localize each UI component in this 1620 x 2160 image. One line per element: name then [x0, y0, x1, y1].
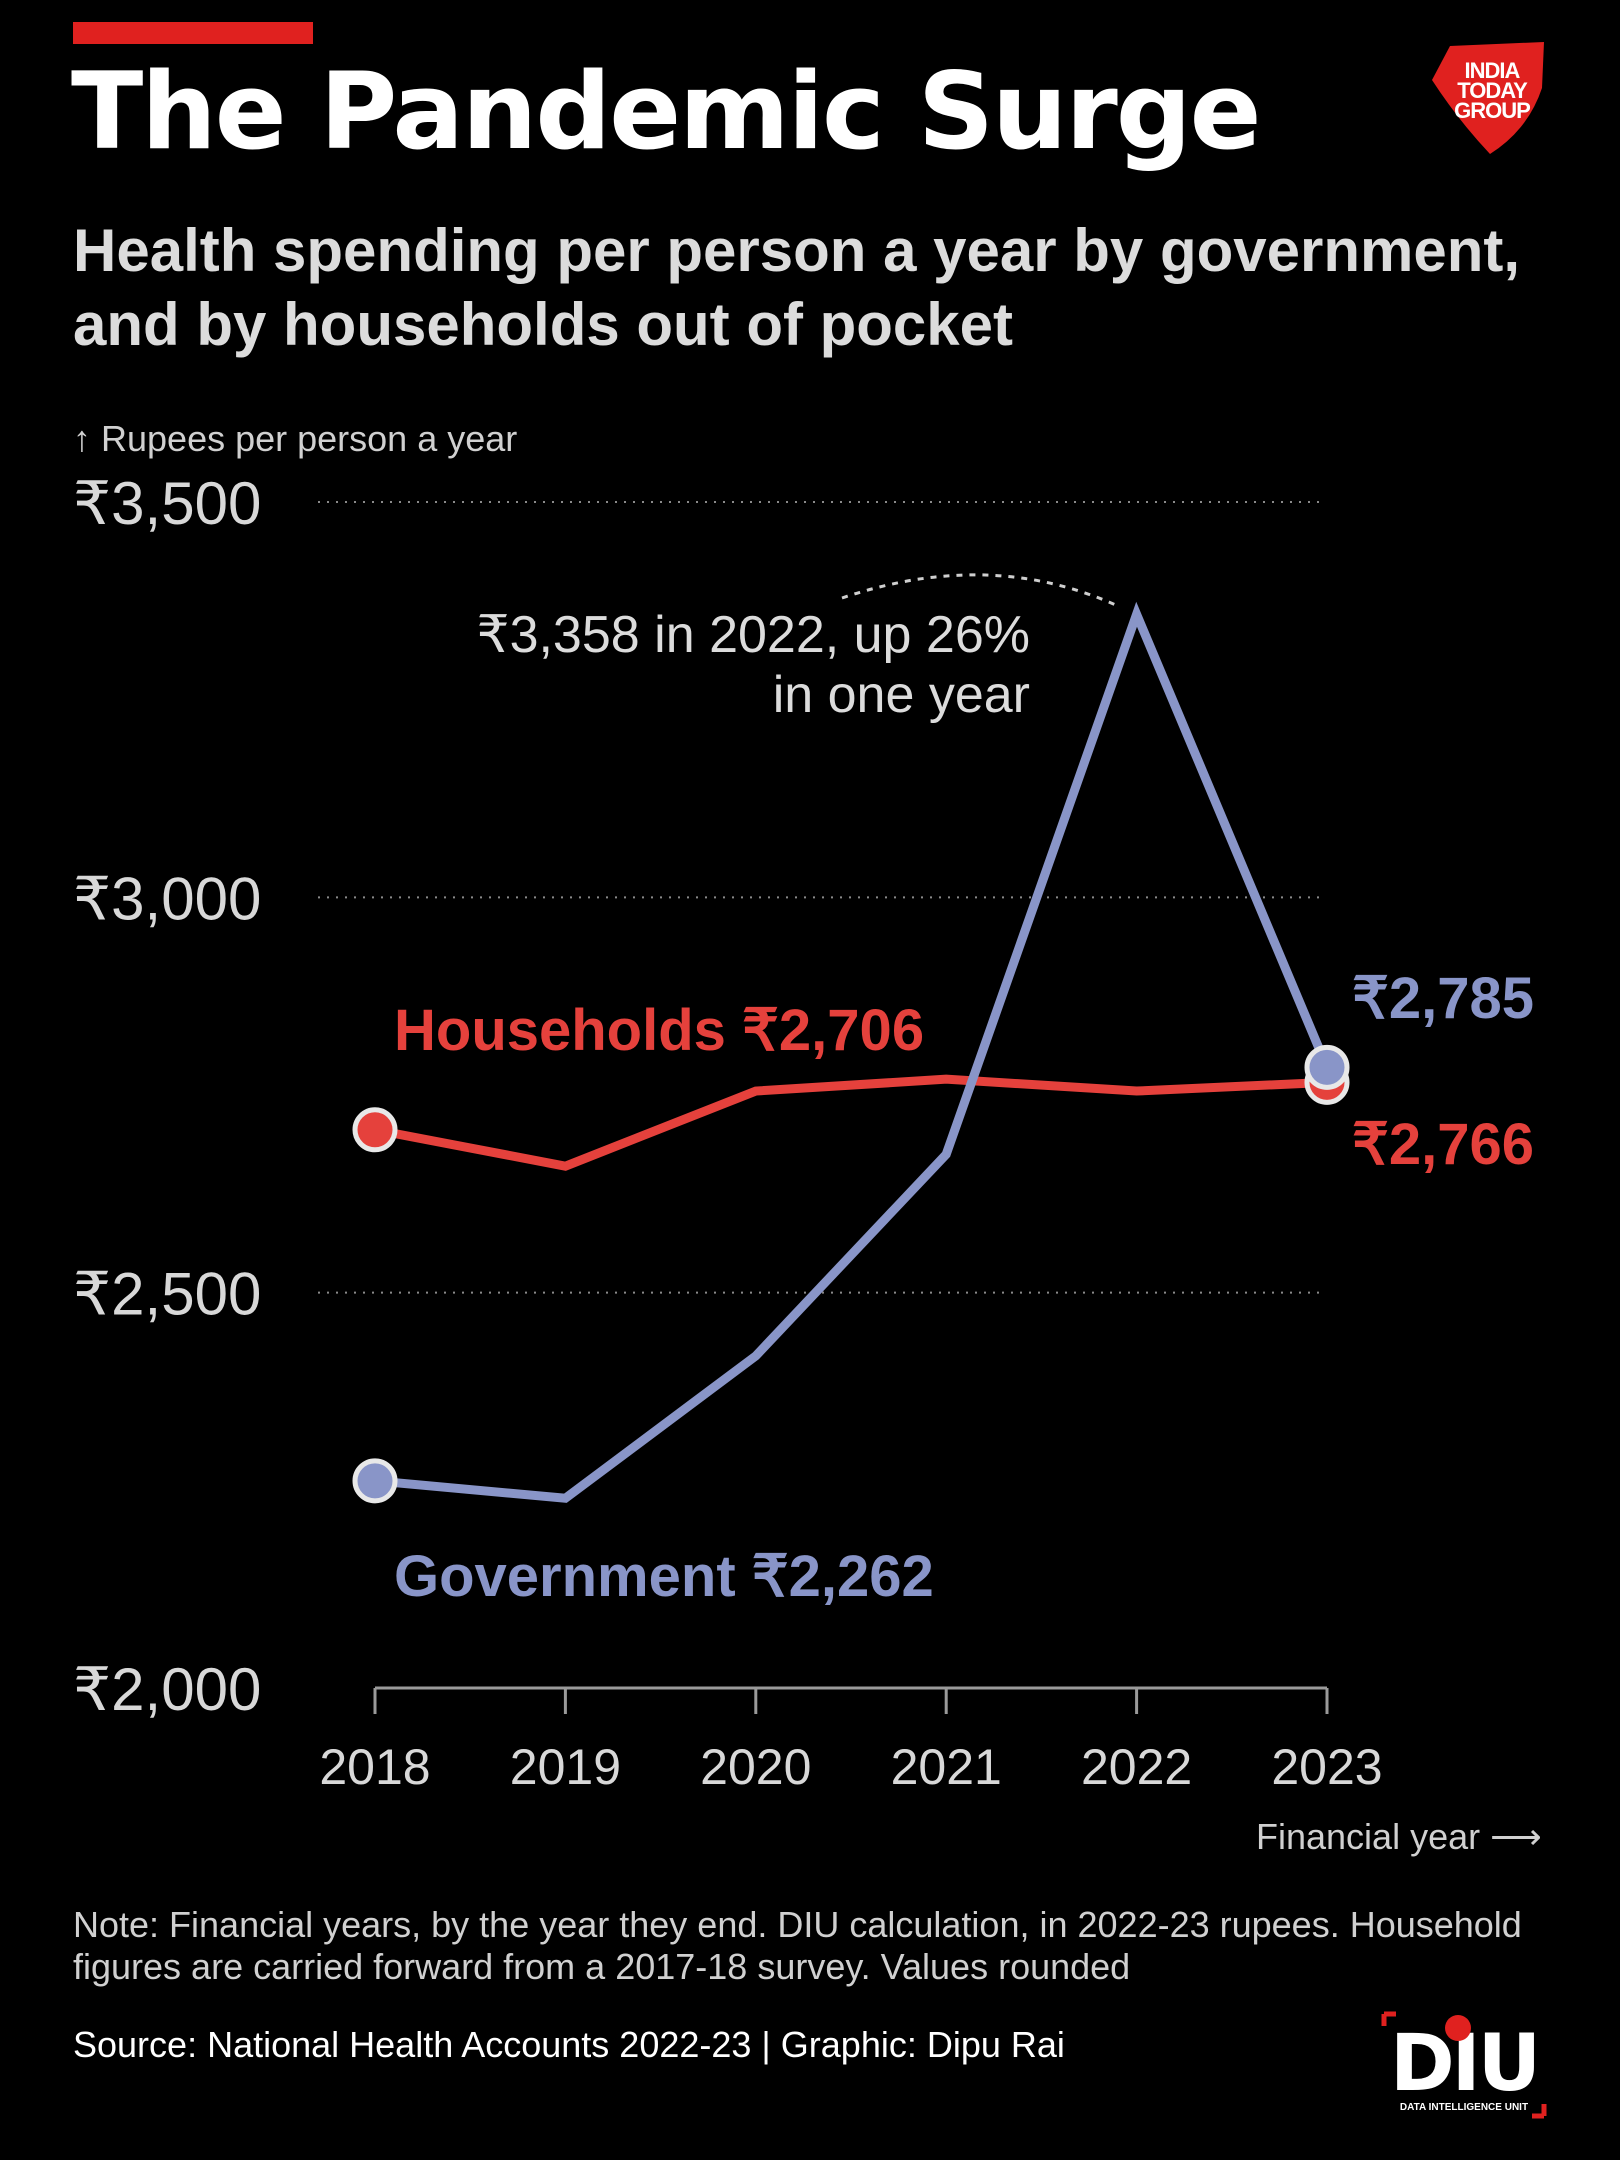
y-tick-label: ₹3,500 — [73, 470, 261, 537]
x-tick-label: 2022 — [1081, 1739, 1192, 1795]
annotation-arc — [841, 573, 1119, 608]
y-tick-label: ₹2,000 — [73, 1656, 261, 1723]
x-tick-label: 2019 — [510, 1739, 621, 1795]
government-point — [352, 1458, 398, 1504]
logo-line-1: INDIA — [1465, 58, 1521, 83]
households-point — [352, 1107, 398, 1153]
y-tick-label: ₹2,500 — [73, 1261, 261, 1328]
page-title: The Pandemic Surge — [71, 50, 1262, 173]
title-accent-bar — [73, 22, 313, 44]
annotation-line-1: ₹3,358 in 2022, up 26% — [476, 606, 1030, 664]
india-today-group-logo: INDIA TODAY GROUP — [1432, 42, 1544, 154]
diu-logo-caption: DATA INTELLIGENCE UNIT — [1400, 2102, 1528, 2113]
households-end-label: ₹2,766 — [1352, 1112, 1534, 1177]
x-tick-label: 2018 — [319, 1739, 430, 1795]
logo-line-3: GROUP — [1454, 98, 1530, 123]
x-axis-label: Financial year ⟶ — [1256, 1816, 1542, 1857]
households-line — [374, 1074, 1328, 1171]
x-tick-label: 2023 — [1271, 1739, 1382, 1795]
government-start-label: Government ₹2,262 — [394, 1544, 934, 1609]
line-chart: ₹3,500 ₹3,000 ₹2,500 ₹2,000 2018 2019 2020 202… — [73, 470, 1534, 1795]
x-tick-label: 2021 — [891, 1739, 1002, 1795]
page-subtitle: Health spending per person a year by gov… — [73, 217, 1521, 358]
diu-logo: DIU DATA INTELLIGENCE UNIT — [1381, 2011, 1547, 2119]
government-line — [374, 601, 1332, 1503]
logo-line-2: TODAY — [1457, 78, 1528, 103]
y-tick-label: ₹3,000 — [73, 865, 261, 932]
households-start-label: Households ₹2,706 — [394, 998, 924, 1063]
annotation-line-2: in one year — [773, 666, 1030, 724]
source-credit: Source: National Health Accounts 2022-23… — [73, 2024, 1065, 2065]
y-axis-label: ↑ Rupees per person a year — [73, 418, 518, 459]
x-tick-label: 2020 — [700, 1739, 811, 1795]
footnote: Note: Financial years, by the year they … — [73, 1904, 1522, 1987]
government-end-label: ₹2,785 — [1352, 966, 1534, 1031]
government-point — [1304, 1044, 1350, 1090]
